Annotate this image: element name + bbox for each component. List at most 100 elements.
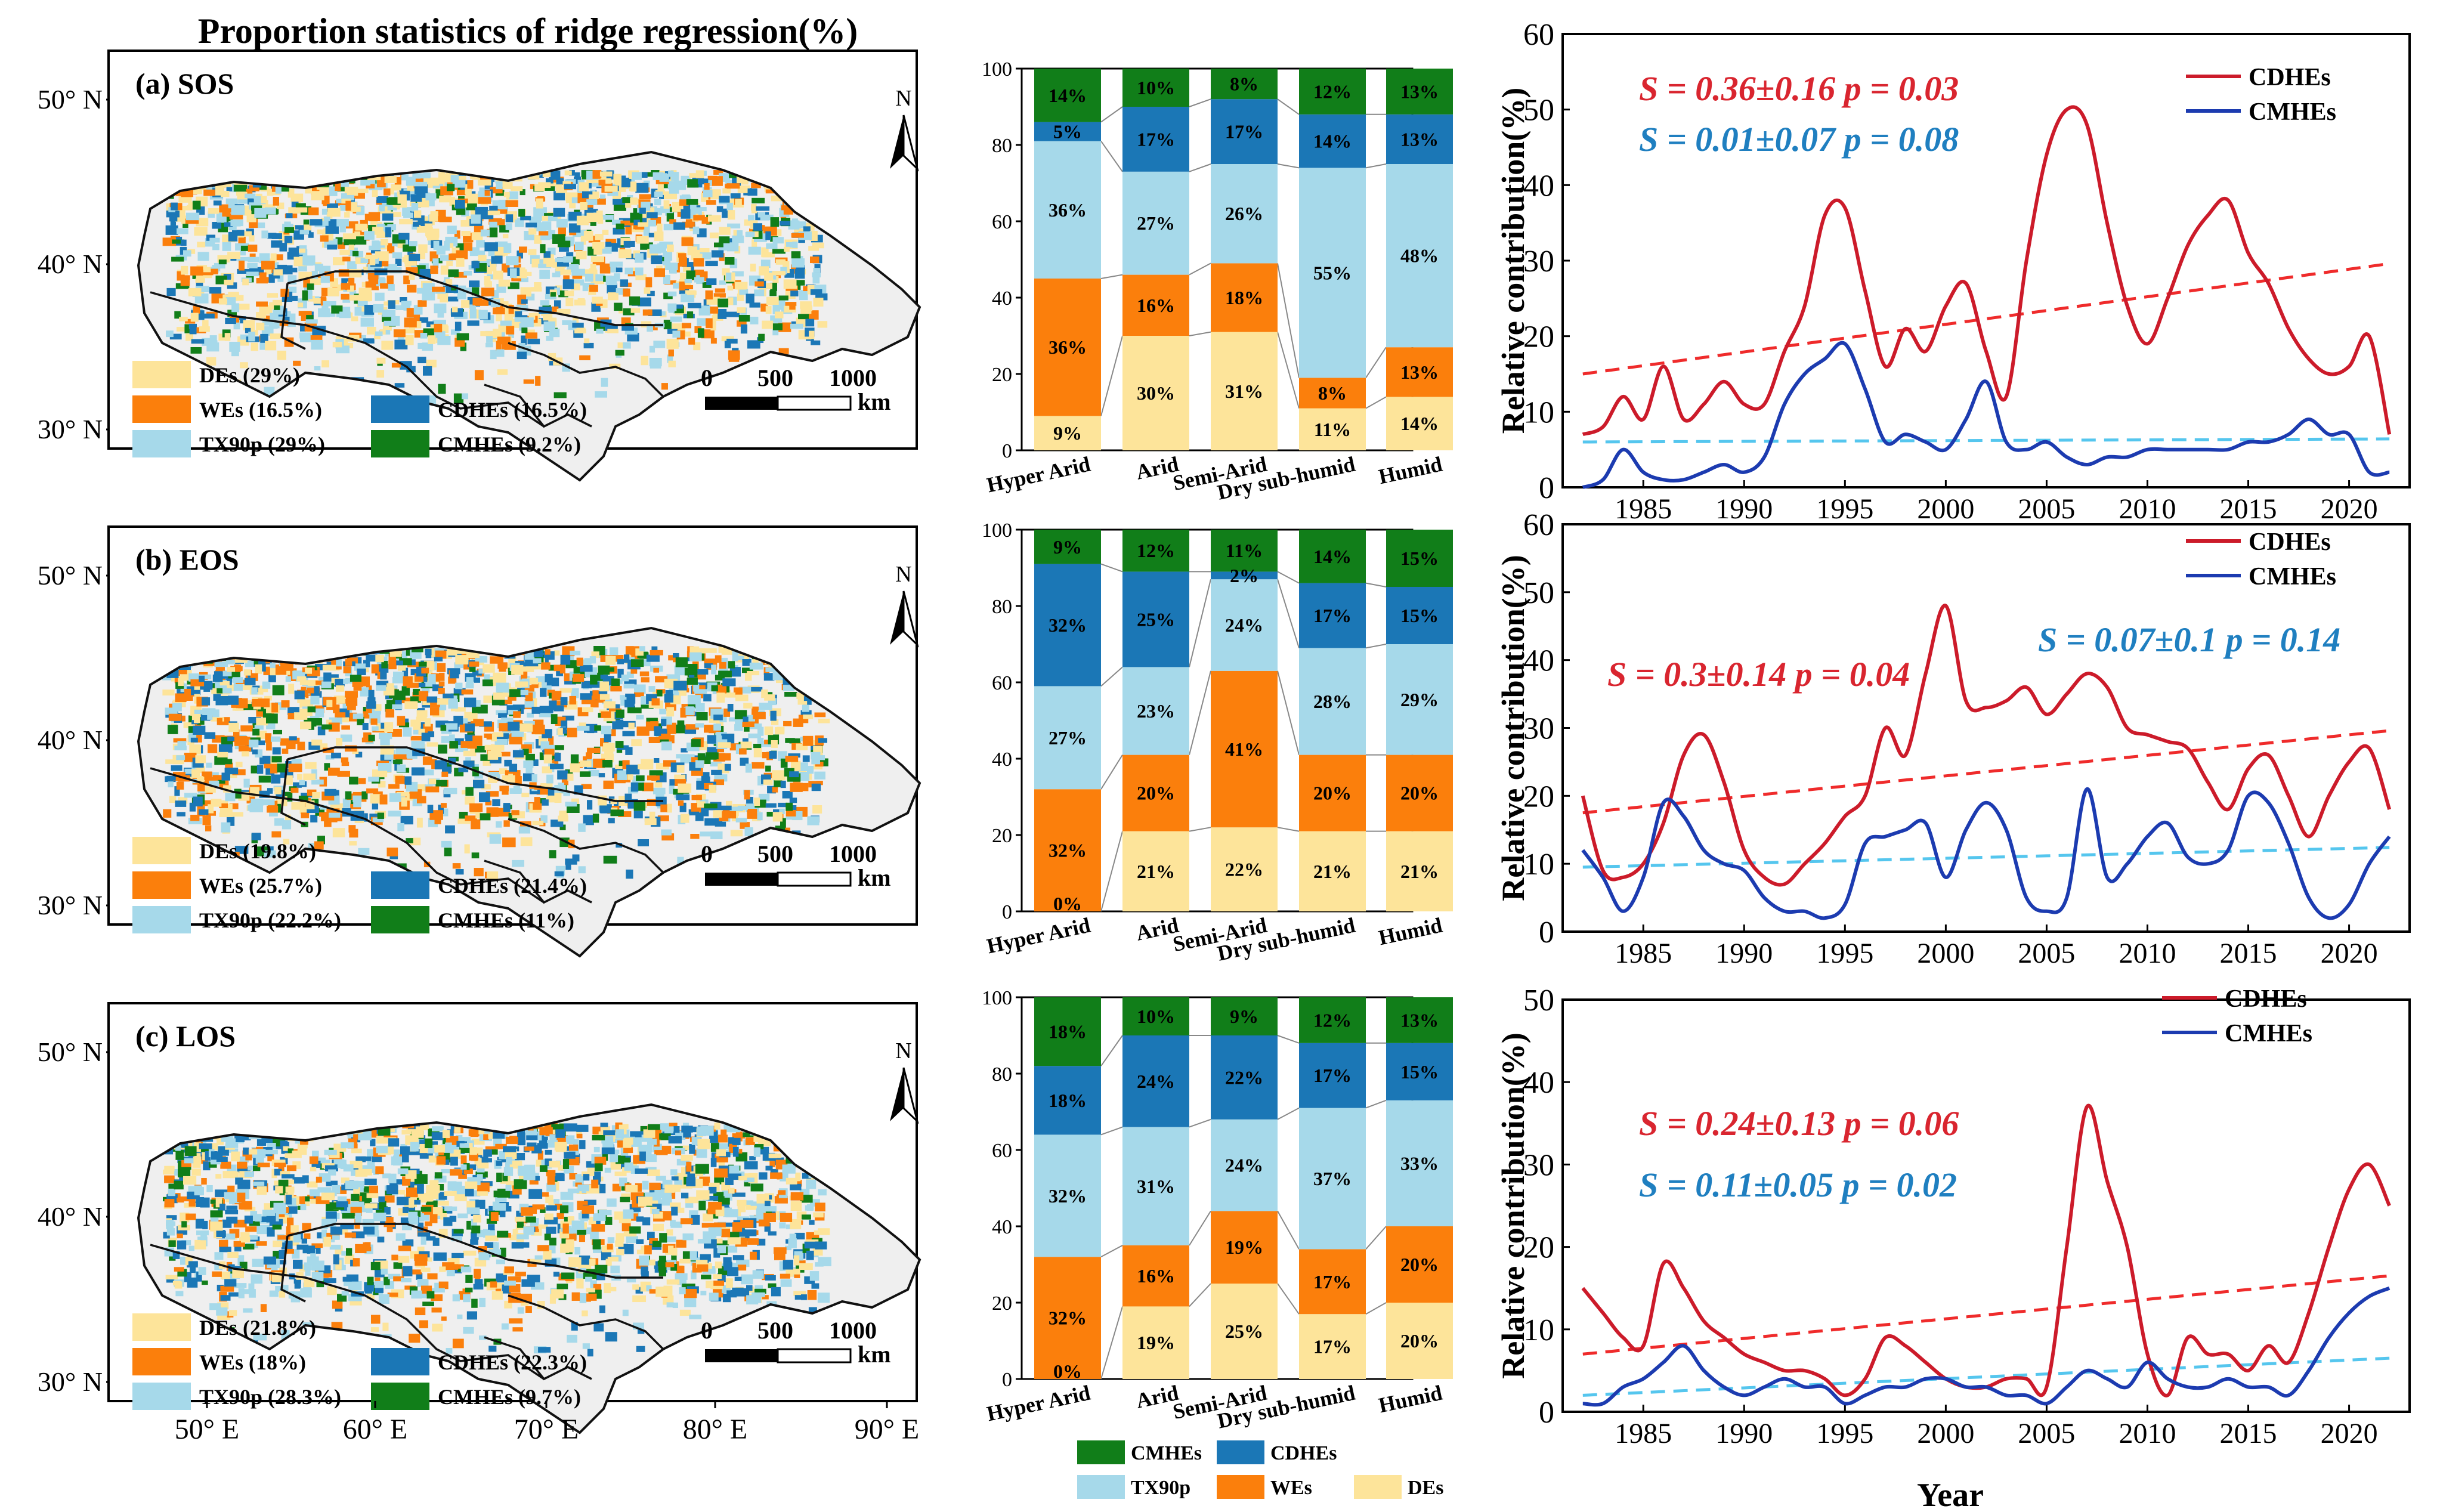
map-pixel-WEs	[441, 771, 449, 777]
map-pixel-CDHEs	[180, 239, 187, 246]
legend-label-CDHEs: CDHEs (16.5%)	[438, 398, 587, 422]
scale-tick: 500	[757, 364, 793, 391]
map-pixel-TX90p	[653, 341, 666, 348]
map-pixel-DEs	[556, 308, 571, 314]
map-pixel-DEs	[498, 279, 511, 287]
map-pixel-WEs	[219, 803, 228, 809]
map-pixel-DEs	[307, 1181, 318, 1188]
map-pixel-WEs	[181, 275, 190, 280]
map-pixel-TX90p	[791, 258, 805, 268]
map-pixel-WEs	[409, 789, 422, 799]
map-pixel-TX90p	[509, 788, 522, 794]
map-pixel-TX90p	[560, 1192, 574, 1200]
map-pixel-CMHEs	[361, 791, 368, 800]
map-pixel-DEs	[399, 219, 413, 225]
map-pixel-CMHEs	[598, 665, 610, 675]
map-pixel-TX90p	[620, 697, 627, 706]
map-pixel-CDHEs	[335, 679, 344, 687]
map-pixel-DEs	[374, 333, 381, 339]
map-pixel-WEs	[345, 200, 351, 211]
map-pixel-WEs	[467, 180, 474, 189]
map-pixel-TX90p	[494, 739, 508, 745]
map-pixel-TX90p	[475, 656, 488, 663]
map-pixel-CDHEs	[765, 1275, 776, 1281]
map-pixel-DEs	[484, 276, 491, 285]
map-pixel-CMHEs	[451, 286, 457, 291]
map-pixel-WEs	[586, 752, 592, 758]
map-pixel-DEs	[297, 774, 303, 780]
map-pixel-TX90p	[237, 1255, 245, 1266]
map-pixel-CMHEs	[768, 1283, 777, 1288]
map-pixel-DEs	[197, 242, 206, 248]
map-pixel-CDHEs	[237, 268, 250, 274]
map-pixel-DEs	[592, 296, 603, 304]
map-pixel-CMHEs	[784, 692, 797, 697]
map-pixel-WEs	[471, 819, 481, 830]
map-pixel-DEs	[462, 790, 468, 794]
map-pixel-WEs	[535, 376, 541, 386]
map-pixel-TX90p	[372, 817, 384, 823]
map-pixel-WEs	[310, 335, 323, 340]
lat-label: 40° N	[38, 249, 103, 279]
map-pixel-CDHEs	[212, 674, 223, 682]
map-pixel-DEs	[793, 1291, 806, 1296]
map-pixel-WEs	[448, 676, 457, 684]
map-pixel-TX90p	[221, 822, 231, 833]
map-pixel-DEs	[528, 175, 540, 180]
map-pixel-CDHEs	[539, 318, 551, 324]
map-pixel-DEs	[582, 1310, 588, 1316]
map-pixel-TX90p	[635, 267, 644, 276]
map-pixel-TX90p	[378, 763, 392, 772]
map-pixel-DEs	[741, 177, 749, 185]
map-pixel-TX90p	[320, 805, 327, 810]
map-pixel-WEs	[581, 784, 592, 789]
map-pixel-CMHEs	[686, 678, 698, 685]
map-pixel-CDHEs	[711, 250, 724, 258]
map-pixel-CDHEs	[681, 209, 691, 219]
map-pixel-DEs	[638, 763, 646, 769]
map-pixel-WEs	[588, 236, 601, 243]
map-pixel-CMHEs	[641, 701, 654, 709]
map-pixel-DEs	[361, 1168, 372, 1176]
map-pixel-WEs	[205, 825, 212, 831]
map-pixel-DEs	[635, 274, 647, 280]
map-pixel-DEs	[542, 172, 551, 177]
map-pixel-DEs	[604, 1283, 611, 1294]
map-pixel-CMHEs	[349, 777, 358, 785]
map-pixel-CDHEs	[498, 713, 508, 718]
map-pixel-CMHEs	[780, 758, 788, 768]
map-pixel-CDHEs	[196, 1272, 202, 1282]
map-pixel-CDHEs	[572, 854, 580, 862]
map-pixel-CDHEs	[443, 693, 454, 698]
map-pixel-DEs	[370, 1327, 379, 1332]
map-pixel-CMHEs	[691, 739, 701, 747]
map-pixel-TX90p	[757, 812, 763, 821]
map-pixel-DEs	[480, 331, 493, 336]
map-pixel-TX90p	[612, 219, 623, 225]
map-pixel-DEs	[584, 338, 590, 344]
map-pixel-TX90p	[669, 785, 675, 794]
map-pixel-WEs	[320, 296, 327, 306]
map-pixel-CDHEs	[363, 660, 370, 667]
panel-label: (b) EOS	[135, 543, 239, 576]
map-pixel-DEs	[597, 217, 604, 224]
map-pixel-CDHEs	[613, 197, 626, 205]
map-pixel-CDHEs	[351, 1231, 365, 1239]
map-pixel-CMHEs	[440, 725, 447, 731]
map-pixel-DEs	[177, 327, 189, 332]
map-pixel-CMHEs	[580, 771, 591, 777]
map-pixel-DEs	[485, 1235, 499, 1242]
map-pixel-DEs	[163, 1169, 175, 1175]
map-pixel-CDHEs	[435, 721, 449, 728]
map-pixel-CDHEs	[294, 1282, 301, 1289]
map-pixel-CDHEs	[314, 686, 320, 696]
map-pixel-DEs	[354, 231, 361, 238]
map-pixel-TX90p	[245, 193, 256, 199]
map-pixel-CMHEs	[559, 824, 566, 830]
legend-label-CMHEs: CMHEs (11%)	[438, 908, 574, 932]
map-pixel-TX90p	[567, 1188, 580, 1193]
map-pixel-CDHEs	[232, 230, 245, 236]
map-pixel-TX90p	[422, 291, 435, 301]
map-pixel-DEs	[796, 692, 809, 700]
